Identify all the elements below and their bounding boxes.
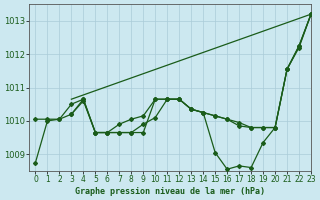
X-axis label: Graphe pression niveau de la mer (hPa): Graphe pression niveau de la mer (hPa) xyxy=(75,187,265,196)
